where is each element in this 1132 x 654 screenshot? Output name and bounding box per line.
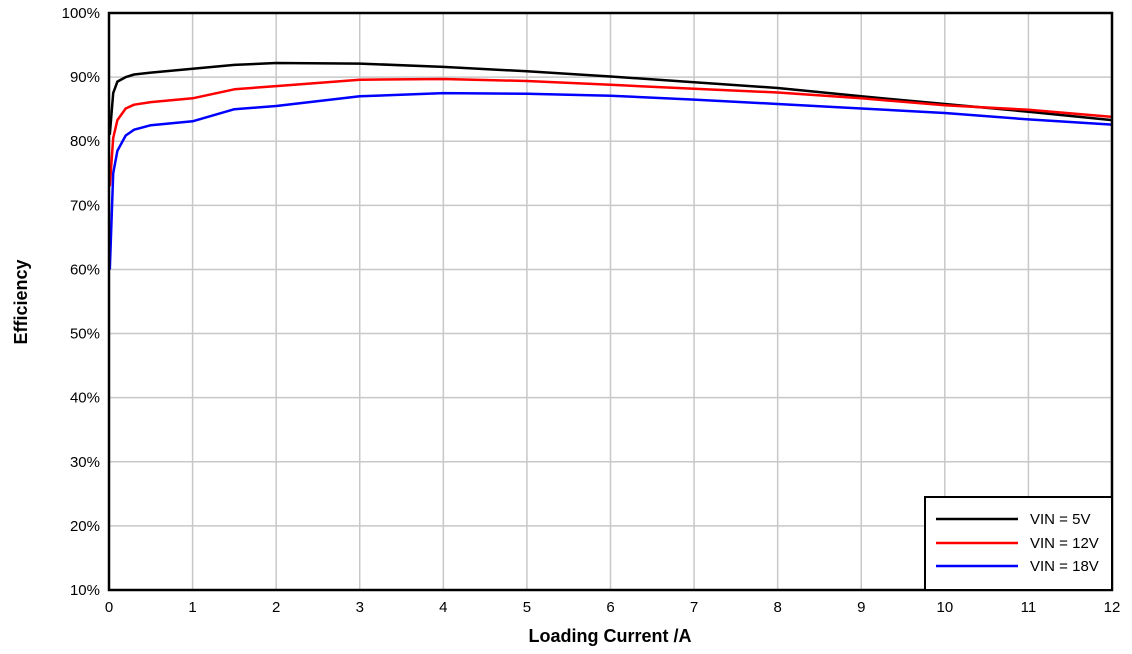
x-tick-label: 11 (1021, 599, 1037, 616)
y-tick-label: 100% (62, 5, 100, 22)
x-tick-label: 7 (690, 599, 698, 616)
x-tick-label: 6 (606, 599, 614, 616)
y-tick-labels: 10% 20% 30% 40% 50% 60% 70% 80% 90% 100% (62, 5, 100, 599)
x-tick-label: 3 (356, 599, 364, 616)
legend-label-vin-18v: VIN = 18V (1030, 558, 1099, 575)
x-tick-label: 1 (188, 599, 196, 616)
x-tick-label: 4 (439, 599, 447, 616)
x-tick-label: 2 (272, 599, 280, 616)
x-tick-label: 12 (1104, 599, 1121, 616)
y-tick-label: 10% (70, 582, 100, 599)
y-tick-label: 50% (70, 326, 100, 343)
series-line-vin-18v (108, 91, 1113, 270)
x-axis-title: Loading Current /A (529, 626, 692, 646)
y-tick-label: 70% (70, 197, 100, 214)
x-tick-labels: 0 1 2 3 4 5 6 7 8 9 10 11 12 (105, 599, 1121, 616)
legend-label-vin-5v: VIN = 5V (1030, 511, 1090, 528)
y-axis-title: Efficiency (11, 259, 31, 344)
x-tick-label: 5 (523, 599, 531, 616)
legend-box (924, 496, 1113, 591)
y-tick-label: 80% (70, 133, 100, 150)
x-tick-label: 9 (857, 599, 865, 616)
legend-label-vin-12v: VIN = 12V (1030, 535, 1099, 552)
series-line-vin-12v (108, 77, 1113, 187)
series-lines (108, 61, 1113, 270)
y-tick-label: 20% (70, 518, 100, 535)
y-tick-label: 60% (70, 261, 100, 278)
y-tick-label: 90% (70, 69, 100, 86)
x-tick-label: 0 (105, 599, 113, 616)
plot-frame (107, 11, 1114, 592)
y-tick-label: 40% (70, 390, 100, 407)
x-tick-label: 8 (773, 599, 781, 616)
series-line-vin-5v (108, 61, 1113, 135)
y-tick-label: 30% (70, 454, 100, 471)
legend: VIN = 5V VIN = 12V VIN = 18V (924, 496, 1113, 591)
x-tick-label: 10 (936, 599, 953, 616)
